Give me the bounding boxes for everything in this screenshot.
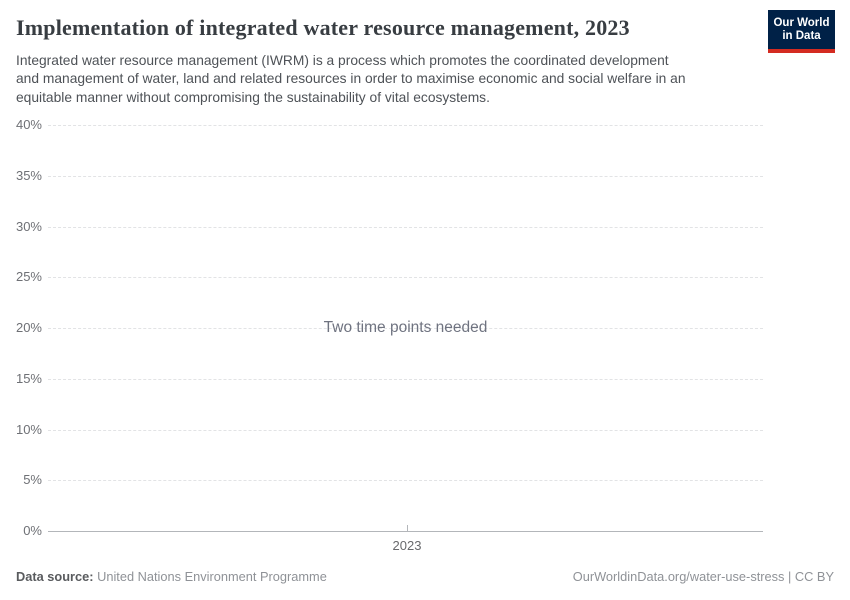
gridline	[48, 226, 763, 228]
owid-logo-line2: in Data	[782, 30, 821, 42]
y-axis-tick-label: 10%	[15, 421, 42, 437]
y-axis-tick-label: 20%	[15, 320, 42, 335]
owid-logo: Our World in Data	[768, 10, 835, 53]
y-axis-tick-label: 0%	[23, 523, 42, 538]
chart-subtitle: Integrated water resource management (IW…	[16, 52, 686, 107]
gridline	[48, 175, 763, 177]
y-axis-tick-label: 25%	[15, 269, 42, 285]
y-axis-tick-label: 35%	[15, 167, 42, 183]
chart-title: Implementation of integrated water resou…	[16, 15, 630, 40]
x-axis-line	[48, 531, 763, 532]
gridline	[48, 328, 763, 329]
y-axis-tick-label: 15%	[15, 370, 42, 386]
gridline	[48, 277, 763, 279]
gridline	[48, 378, 763, 380]
subtitle-line: and management of water, land and relate…	[16, 71, 686, 87]
gridline	[48, 125, 763, 126]
y-axis-tick-label: 5%	[23, 472, 42, 488]
y-axis-tick-label: 30%	[15, 218, 42, 234]
y-axis-tick-label: 40%	[15, 117, 42, 132]
owid-logo-line1: Our World	[773, 17, 830, 29]
subtitle-line: equitable manner without compromising th…	[16, 89, 490, 105]
attribution-link[interactable]: OurWorldinData.org/water-use-stress | CC…	[572, 569, 834, 584]
data-source: Data source: United Nations Environment …	[16, 569, 327, 584]
empty-data-message: Two time points needed	[323, 319, 488, 336]
subtitle-line: Integrated water resource management (IW…	[16, 53, 669, 68]
data-source-value: United Nations Environment Programme	[97, 569, 327, 584]
gridline	[48, 480, 763, 482]
x-axis-tick-mark	[407, 525, 408, 531]
gridline	[48, 429, 763, 431]
data-source-label: Data source:	[16, 569, 94, 584]
x-axis-tick-label: 2023	[392, 538, 422, 553]
